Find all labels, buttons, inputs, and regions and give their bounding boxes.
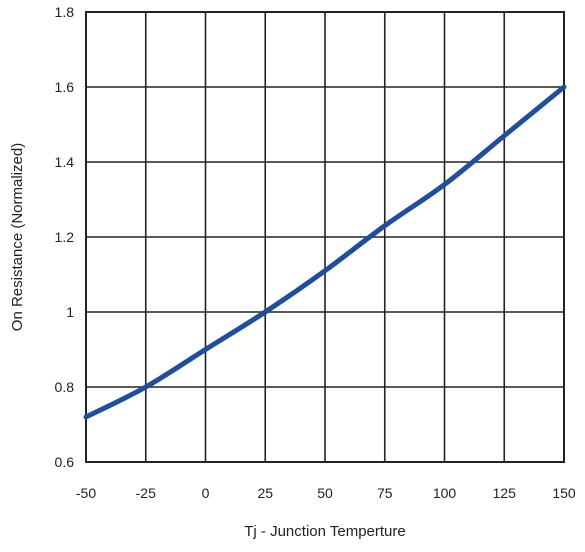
y-tick-label: 0.6 bbox=[55, 454, 75, 470]
y-tick-label: 0.8 bbox=[55, 379, 75, 395]
x-tick-labels: -50 -25 0 25 50 75 100 125 150 bbox=[76, 485, 576, 501]
x-tick-label: 150 bbox=[552, 485, 576, 501]
x-tick-label: -25 bbox=[136, 485, 156, 501]
x-tick-label: 100 bbox=[433, 485, 457, 501]
x-tick-label: -50 bbox=[76, 485, 96, 501]
series-line bbox=[83, 84, 567, 420]
plot-frame bbox=[85, 11, 565, 463]
y-tick-label: 1.2 bbox=[55, 229, 75, 245]
y-tick-label: 1.8 bbox=[55, 4, 75, 20]
y-axis-label: On Resistance (Normalized) bbox=[9, 143, 26, 331]
x-tick-label: 25 bbox=[257, 485, 273, 501]
x-tick-label: 0 bbox=[202, 485, 210, 501]
y-tick-label: 1.4 bbox=[55, 154, 75, 170]
x-tick-label: 125 bbox=[493, 485, 517, 501]
y-tick-label: 1 bbox=[66, 304, 74, 320]
grid bbox=[85, 11, 565, 463]
x-tick-label: 50 bbox=[317, 485, 333, 501]
y-tick-label: 1.6 bbox=[55, 79, 75, 95]
x-axis-label: Tj - Junction Temperture bbox=[244, 523, 405, 540]
series-layer bbox=[83, 84, 567, 420]
x-tick-label: 75 bbox=[377, 485, 393, 501]
y-tick-labels: 0.6 0.8 1 1.2 1.4 1.6 1.8 bbox=[55, 4, 75, 470]
